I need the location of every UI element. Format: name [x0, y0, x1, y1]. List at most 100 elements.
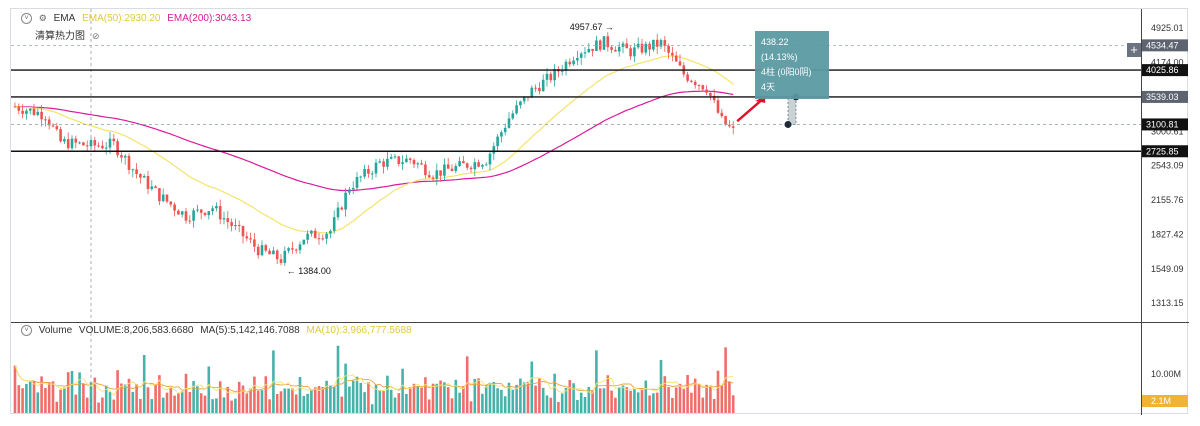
- ema50-line: [14, 55, 734, 234]
- volume-bar: [697, 383, 701, 413]
- ma5-line: [14, 365, 734, 397]
- volume-bar: [374, 384, 378, 413]
- candle-body: [256, 246, 260, 256]
- volume-bar: [401, 368, 404, 413]
- chevron-down-icon[interactable]: ˅: [21, 325, 32, 336]
- candle-body: [150, 186, 154, 190]
- volume-bar: [462, 386, 465, 413]
- volume-bar: [712, 398, 716, 413]
- volume-tick-label: 10.00M: [1151, 369, 1181, 379]
- volume-bar: [652, 393, 655, 413]
- candle-body: [359, 176, 363, 178]
- volume-bar: [32, 381, 36, 413]
- volume-bar: [63, 387, 66, 413]
- volume-bar: [686, 374, 689, 413]
- candle-body: [234, 225, 237, 227]
- candle-body: [82, 142, 85, 146]
- volume-bar: [397, 393, 401, 413]
- candle-body: [279, 259, 283, 263]
- volume-bar: [610, 390, 613, 413]
- volume-bar: [47, 382, 51, 413]
- volume-bar: [21, 388, 24, 413]
- candle-body: [13, 106, 17, 108]
- volume-bar: [496, 388, 499, 413]
- volume-bar: [332, 386, 336, 413]
- candle-body: [317, 238, 321, 240]
- candle-body: [74, 138, 78, 143]
- candle-body: [146, 176, 150, 190]
- volume-bar: [386, 375, 389, 413]
- volume-bar: [101, 397, 104, 413]
- candle-body: [226, 218, 230, 223]
- heatmap-legend: 清算热力图 ⊘: [35, 27, 104, 42]
- volume-bar: [317, 386, 321, 413]
- candle-body: [530, 87, 534, 98]
- volume-bar: [549, 397, 553, 413]
- candle-body: [389, 157, 393, 159]
- candle-body: [652, 39, 655, 50]
- volume-bar: [477, 378, 480, 413]
- volume-bar: [579, 392, 583, 413]
- volume-bar: [40, 376, 43, 413]
- volume-bar: [348, 386, 351, 413]
- volume-bar: [291, 388, 294, 413]
- plus-icon[interactable]: +: [1127, 43, 1141, 57]
- candle-body: [465, 163, 469, 168]
- volume-bar: [230, 400, 233, 413]
- volume-bar: [256, 390, 260, 413]
- volume-bar: [614, 397, 617, 413]
- low-label: ← 1384.00: [287, 266, 331, 276]
- candle-body: [78, 142, 81, 144]
- volume-bar: [17, 385, 21, 413]
- candle-body: [408, 158, 412, 160]
- price-badge-bg: [1142, 64, 1188, 77]
- volume-bar: [633, 389, 636, 413]
- candle-body: [59, 129, 62, 142]
- candle-body: [405, 158, 408, 163]
- volume-bar: [389, 389, 393, 413]
- volume-bar: [245, 393, 249, 413]
- volume-bar: [82, 383, 85, 413]
- volume-bar: [484, 385, 488, 413]
- volume-bar: [70, 371, 74, 413]
- volume-bar: [583, 397, 587, 413]
- candle-body: [108, 138, 112, 148]
- candle-body: [606, 36, 610, 48]
- volume-bar: [192, 381, 195, 413]
- candle-body: [253, 239, 256, 247]
- chevron-down-icon[interactable]: ˅: [21, 13, 32, 24]
- candle-body: [142, 176, 146, 178]
- candle-body: [693, 81, 697, 86]
- candle-body: [462, 161, 465, 164]
- volume-bar: [636, 392, 640, 413]
- candle-body: [595, 40, 598, 51]
- candle-body: [260, 245, 264, 256]
- volume-bar: [587, 386, 591, 413]
- volume-bar: [667, 387, 670, 413]
- price-badge-label: 3539.03: [1146, 92, 1179, 102]
- volume-bar: [89, 382, 93, 413]
- volume-bar: [481, 393, 484, 413]
- ema50-label: EMA(50):2930.20: [82, 13, 161, 25]
- volume-bar: [716, 370, 720, 413]
- volume-bar: [222, 397, 226, 413]
- price-tick-label: 4174.00: [1151, 58, 1184, 68]
- price-chart[interactable]: 4925.01 4174.00 3000.61 2543.09 2155.76 1827.…: [11, 9, 1189, 415]
- candle-body: [625, 43, 629, 49]
- candle-body: [329, 230, 332, 234]
- tooltip-bars: 4柱 (0阳0阴): [761, 67, 812, 77]
- candle-body: [629, 48, 632, 57]
- candle-body: [367, 168, 370, 174]
- candle-body: [363, 168, 366, 177]
- candle-body: [697, 85, 701, 87]
- volume-bar: [234, 398, 237, 413]
- price-tick-label: 2543.09: [1151, 161, 1184, 171]
- candle-body: [541, 79, 545, 92]
- volume-bar: [469, 401, 473, 413]
- settings-icon[interactable]: ⚙: [38, 13, 47, 24]
- volume-badge-label: 2.1M: [1151, 396, 1171, 406]
- price-badge-bg: [1142, 39, 1188, 52]
- candle-body: [519, 101, 522, 106]
- eye-slash-icon[interactable]: ⊘: [92, 30, 100, 41]
- candle-body: [154, 186, 157, 189]
